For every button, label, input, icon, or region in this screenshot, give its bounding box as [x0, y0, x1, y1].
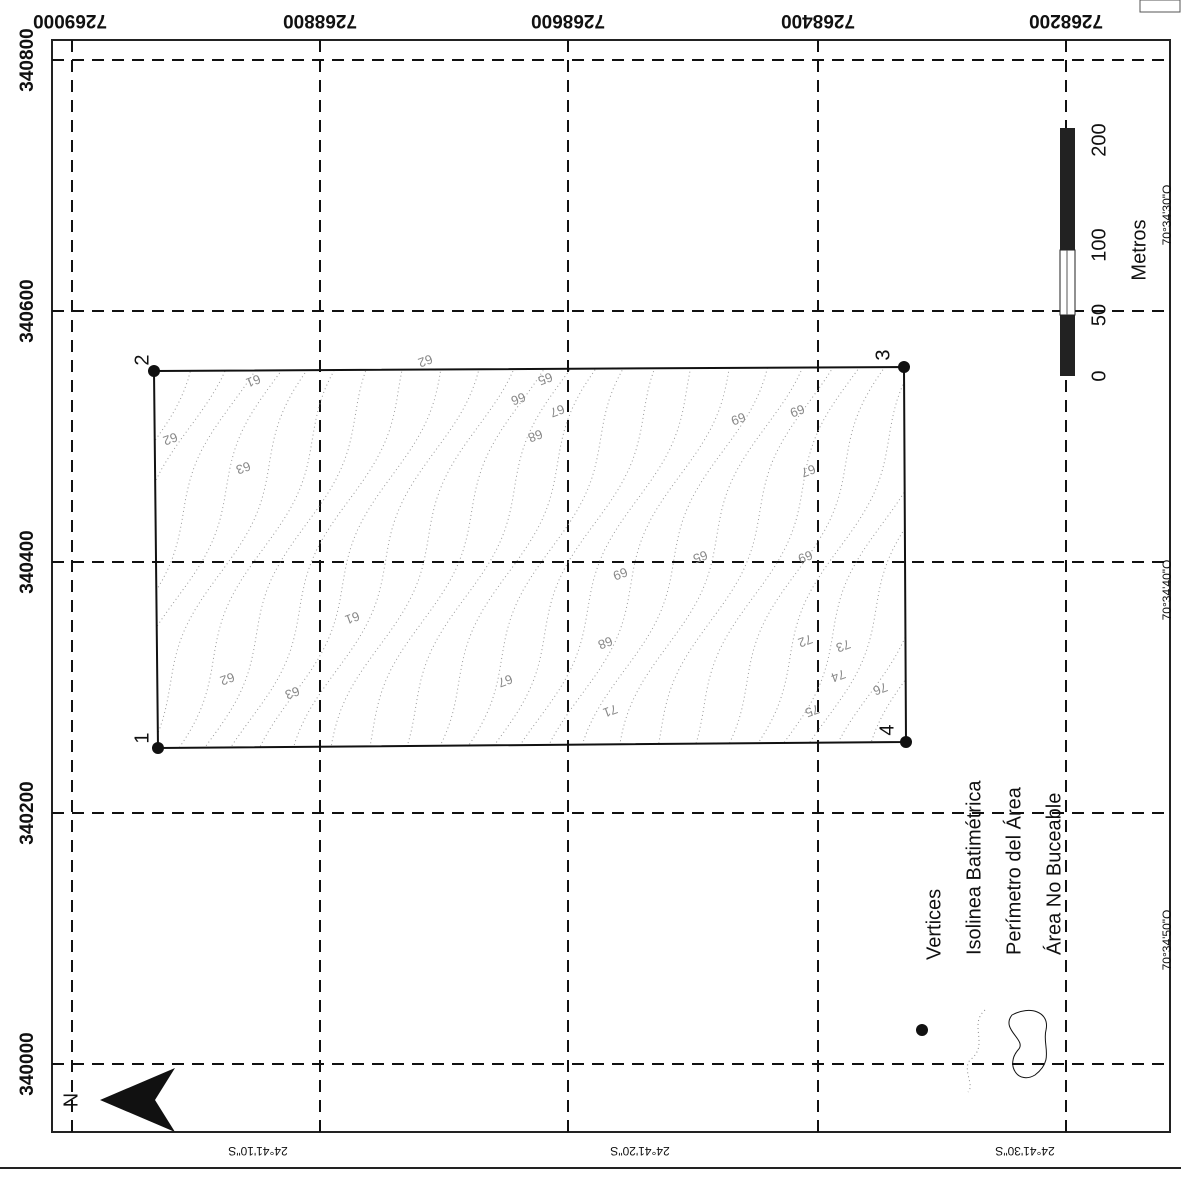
- isoline: [578, 367, 770, 748]
- contour-label: 68: [526, 426, 545, 445]
- easting-label: 340200: [17, 781, 38, 844]
- northing-label: 7269000: [33, 10, 107, 31]
- isoline: [253, 367, 443, 748]
- scale-label: 50: [1088, 304, 1110, 326]
- legend-label: Vertices: [923, 889, 945, 960]
- contour-label: 69: [796, 547, 815, 566]
- longitude-label: 70°34'30"O: [1160, 185, 1174, 246]
- isoline: [170, 367, 341, 748]
- isoline: [719, 367, 891, 748]
- isoline: [943, 360, 1125, 760]
- isoline: [830, 367, 906, 748]
- legend-label: Área No Buceable: [1042, 793, 1065, 955]
- easting-label: 340800: [17, 28, 38, 91]
- north-label: N: [60, 1093, 82, 1107]
- contour-label: 72: [796, 631, 815, 650]
- contour-label: 65: [691, 547, 710, 566]
- contour-label: 75: [803, 701, 822, 720]
- contour-label: 68: [596, 633, 615, 652]
- north-arrow: [100, 1068, 175, 1132]
- contour-label: 62: [161, 429, 180, 448]
- isoline: [289, 367, 482, 748]
- vertex-label: 2: [131, 354, 153, 365]
- contour-label: 67: [548, 401, 567, 420]
- contour-label: 69: [729, 409, 748, 428]
- isoline: [154, 367, 262, 748]
- isoline: [510, 367, 693, 748]
- isoline: [866, 367, 906, 748]
- contour-label: 67: [496, 671, 515, 690]
- easting-label: 340600: [17, 279, 38, 342]
- contour-label: 62: [416, 351, 435, 370]
- contour-label: 62: [218, 669, 237, 688]
- contour-label: 65: [536, 369, 555, 388]
- contour-label: 67: [799, 461, 818, 480]
- isoline: [154, 367, 290, 748]
- isoline: [401, 367, 578, 748]
- isoline: [483, 367, 659, 748]
- vertex-dots: [148, 361, 912, 754]
- easting-label: 340400: [17, 530, 38, 593]
- contour-label: 69: [611, 564, 630, 583]
- contour-label: 66: [509, 389, 528, 408]
- scale-label: 200: [1088, 123, 1110, 156]
- isoline: [328, 367, 518, 748]
- isoline: [689, 367, 866, 748]
- area-perimeter: [152, 365, 908, 750]
- scale-unit: Metros: [1128, 219, 1150, 280]
- isoline: [745, 367, 906, 748]
- longitude-label: 70°34'50"O: [1160, 910, 1174, 971]
- latitude-label: 24°41'10"S: [228, 1144, 287, 1158]
- longitude-label: 70°34'40"O: [1160, 560, 1174, 621]
- legend-label: Perímetro del Área: [1002, 786, 1025, 955]
- vertex-label: 4: [876, 724, 898, 735]
- contour-label: 69: [788, 401, 807, 420]
- vertex-label: 3: [872, 349, 894, 360]
- northing-label: 7268400: [781, 10, 855, 31]
- isoline: [154, 367, 230, 748]
- contour-label: 61: [244, 371, 263, 390]
- scale-label: 0: [1088, 370, 1110, 381]
- isoline: [195, 367, 371, 748]
- isoline: [457, 367, 629, 748]
- isoline: [431, 367, 603, 748]
- corner-box: [1139, 0, 1181, 13]
- contour-label: 74: [829, 666, 848, 685]
- legend-label: Isolinea Batimétrica: [963, 780, 985, 955]
- contour-label: 71: [601, 701, 620, 720]
- northing-label: 7268600: [531, 10, 605, 31]
- grid: [52, 40, 1170, 1132]
- northing-label: 7268200: [1029, 10, 1103, 31]
- contour-label: 63: [283, 683, 302, 702]
- contour-label: 76: [871, 679, 890, 698]
- isoline: [770, 367, 906, 748]
- contour-label: 73: [834, 636, 853, 655]
- legend-symbols: [916, 1009, 1047, 1093]
- scale-bar: [1059, 128, 1076, 376]
- isoline: [541, 367, 731, 748]
- contour-label: 63: [234, 458, 253, 477]
- isoline: [0, 360, 82, 760]
- vertex-label: 1: [131, 732, 153, 743]
- isoline: [222, 367, 405, 748]
- latitude-label: 24°41'20"S: [610, 1144, 669, 1158]
- isoline: [654, 367, 838, 748]
- easting-label: 340000: [17, 1032, 38, 1095]
- latitude-label: 24°41'30"S: [995, 1144, 1054, 1158]
- contour-label: 61: [343, 608, 362, 627]
- map-frame: [51, 39, 1171, 1133]
- isoline: [798, 367, 906, 748]
- isoline: [154, 367, 315, 748]
- isoline: [366, 367, 550, 748]
- isolines: [0, 360, 1125, 760]
- scale-label: 100: [1088, 228, 1110, 261]
- isoline: [616, 367, 806, 748]
- northing-label: 7268800: [283, 10, 357, 31]
